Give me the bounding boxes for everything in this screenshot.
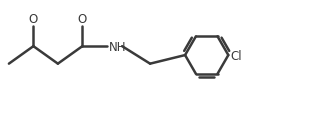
Text: NH: NH: [108, 40, 126, 53]
Text: O: O: [29, 12, 38, 25]
Text: Cl: Cl: [231, 49, 242, 62]
Text: O: O: [78, 12, 87, 25]
